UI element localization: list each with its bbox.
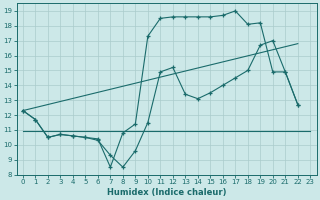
X-axis label: Humidex (Indice chaleur): Humidex (Indice chaleur) [107,188,226,197]
